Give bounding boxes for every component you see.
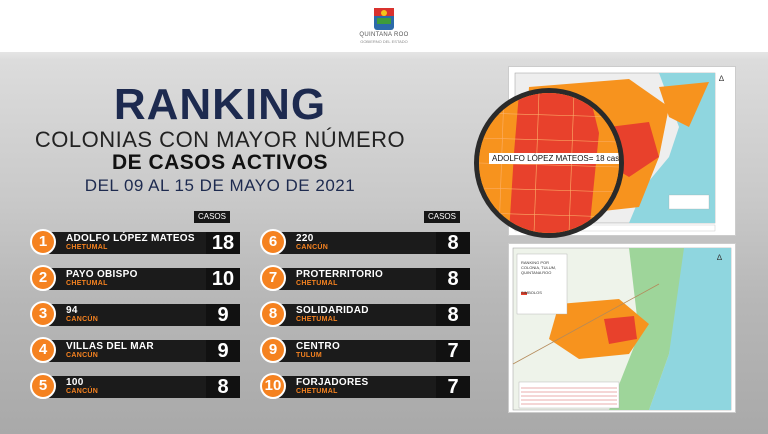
svg-text:∆: ∆ xyxy=(717,253,722,262)
map2-title: RANKING POR COLONIA, TULUM, QUINTANA ROO xyxy=(521,260,557,275)
city-name: CANCÚN xyxy=(66,352,99,359)
ranking-bar xyxy=(278,268,464,290)
ranking-bar xyxy=(48,232,234,254)
ranking-bar xyxy=(278,304,464,326)
ranking-bar xyxy=(278,232,464,254)
colonia-name: 220 xyxy=(296,233,314,244)
map2-legend-title: SIMBOLOS xyxy=(521,290,542,295)
rank-number: 6 xyxy=(260,229,286,255)
ranking-row: 1 ADOLFO LÓPEZ MATEOS CHETUMAL 18 xyxy=(30,229,242,255)
case-count: 8 xyxy=(436,232,470,254)
city-name: CANCÚN xyxy=(66,388,99,395)
subtitle-line-2: DE CASOS ACTIVOS xyxy=(111,151,329,174)
case-count: 8 xyxy=(436,304,470,326)
colonia-name: CENTRO xyxy=(296,341,341,352)
city-name: CHETUMAL xyxy=(66,280,108,287)
ranking-row: 7 PROTERRITORIO CHETUMAL 8 xyxy=(260,265,472,291)
rank-number: 5 xyxy=(30,373,56,399)
rank-number: 2 xyxy=(30,265,56,291)
city-name: CANCÚN xyxy=(66,316,99,323)
colonia-name: PROTERRITORIO xyxy=(296,269,384,280)
logo-text: QUINTANA ROO xyxy=(359,32,409,38)
case-count: 8 xyxy=(206,376,240,398)
colonia-name: ADOLFO LÓPEZ MATEOS xyxy=(66,233,195,244)
colonia-name: FORJADORES xyxy=(296,377,369,388)
logo-subtext: GOBIERNO DEL ESTADO xyxy=(360,39,408,44)
ranking-row: 3 94 CANCÚN 9 xyxy=(30,301,242,327)
case-count: 7 xyxy=(436,340,470,362)
case-count: 9 xyxy=(206,340,240,362)
ranking-row: 5 100 CANCÚN 8 xyxy=(30,373,242,399)
rank-number: 9 xyxy=(260,337,286,363)
case-count: 10 xyxy=(206,268,240,290)
colonia-name: 100 xyxy=(66,377,84,388)
rank-number: 4 xyxy=(30,337,56,363)
ranking-row: 6 220 CANCÚN 8 xyxy=(260,229,472,255)
date-range: DEL 09 AL 15 DE MAYO DE 2021 xyxy=(84,176,356,195)
svg-text:∆: ∆ xyxy=(719,74,724,83)
ranking-bar xyxy=(48,376,234,398)
coat-of-arms-icon xyxy=(374,8,394,30)
ranking-bar xyxy=(48,340,234,362)
casos-header-left: CASOS xyxy=(194,211,230,223)
case-count: 7 xyxy=(436,376,470,398)
subtitle-line-1: COLONIAS CON MAYOR NÚMERO xyxy=(34,127,406,152)
city-name: CHETUMAL xyxy=(296,316,338,323)
ranking-row: 4 VILLAS DEL MAR CANCÚN 9 xyxy=(30,337,242,363)
ranking-bar xyxy=(278,340,464,362)
quintana-roo-logo: QUINTANA ROO GOBIERNO DEL ESTADO xyxy=(356,6,412,48)
rank-number: 3 xyxy=(30,301,56,327)
case-count: 9 xyxy=(206,304,240,326)
colonia-name: 94 xyxy=(66,305,78,316)
map-callout-label: ADOLFO LÓPEZ MATEOS= 18 casos xyxy=(489,153,619,164)
tulum-map: ∆ RANKING POR COLONIA, TULUM, QUINTANA R… xyxy=(508,243,736,413)
rank-number: 10 xyxy=(260,373,286,399)
ranking-bar xyxy=(48,304,234,326)
case-count: 18 xyxy=(206,232,240,254)
city-name: CANCÚN xyxy=(296,244,329,251)
city-name: CHETUMAL xyxy=(296,280,338,287)
colonia-name: PAYO OBISPO xyxy=(66,269,138,280)
ranking-title: RANKING xyxy=(113,80,327,129)
ranking-row: 9 CENTRO TULUM 7 xyxy=(260,337,472,363)
tulum-map-graphic: ∆ xyxy=(509,244,735,412)
city-name: CHETUMAL xyxy=(296,388,338,395)
colonia-name: VILLAS DEL MAR xyxy=(66,341,154,352)
ranking-row: 10 FORJADORES CHETUMAL 7 xyxy=(260,373,472,399)
map-magnifier: ADOLFO LÓPEZ MATEOS= 18 casos xyxy=(474,88,624,238)
ranking-row: 2 PAYO OBISPO CHETUMAL 10 xyxy=(30,265,242,291)
rank-number: 8 xyxy=(260,301,286,327)
case-count: 8 xyxy=(436,268,470,290)
rank-number: 7 xyxy=(260,265,286,291)
rank-number: 1 xyxy=(30,229,56,255)
city-name: CHETUMAL xyxy=(66,244,108,251)
colonia-name: SOLIDARIDAD xyxy=(296,305,369,316)
ranking-bar xyxy=(278,376,464,398)
city-name: TULUM xyxy=(296,352,322,359)
ranking-row: 8 SOLIDARIDAD CHETUMAL 8 xyxy=(260,301,472,327)
header-bar: QUINTANA ROO GOBIERNO DEL ESTADO xyxy=(0,0,768,52)
ranking-bar xyxy=(48,268,234,290)
casos-header-right: CASOS xyxy=(424,211,460,223)
